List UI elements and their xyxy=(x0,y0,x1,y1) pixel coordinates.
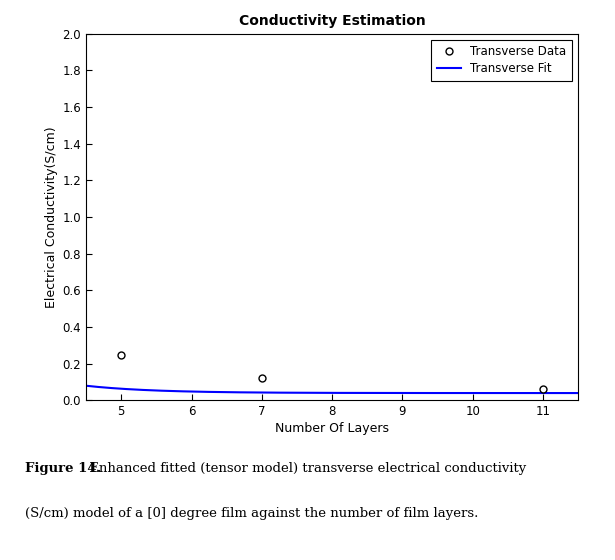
Title: Conductivity Estimation: Conductivity Estimation xyxy=(239,14,426,28)
Text: Figure 14.: Figure 14. xyxy=(25,462,101,475)
Text: (S/cm) model of a [0] degree film against the number of film layers.: (S/cm) model of a [0] degree film agains… xyxy=(25,507,478,520)
X-axis label: Number Of Layers: Number Of Layers xyxy=(275,422,389,436)
Y-axis label: Electrical Conductivity(S/cm): Electrical Conductivity(S/cm) xyxy=(46,126,58,308)
Legend: Transverse Data, Transverse Fit: Transverse Data, Transverse Fit xyxy=(431,40,572,81)
Text: Enhanced fitted (tensor model) transverse electrical conductivity: Enhanced fitted (tensor model) transvers… xyxy=(85,462,526,475)
